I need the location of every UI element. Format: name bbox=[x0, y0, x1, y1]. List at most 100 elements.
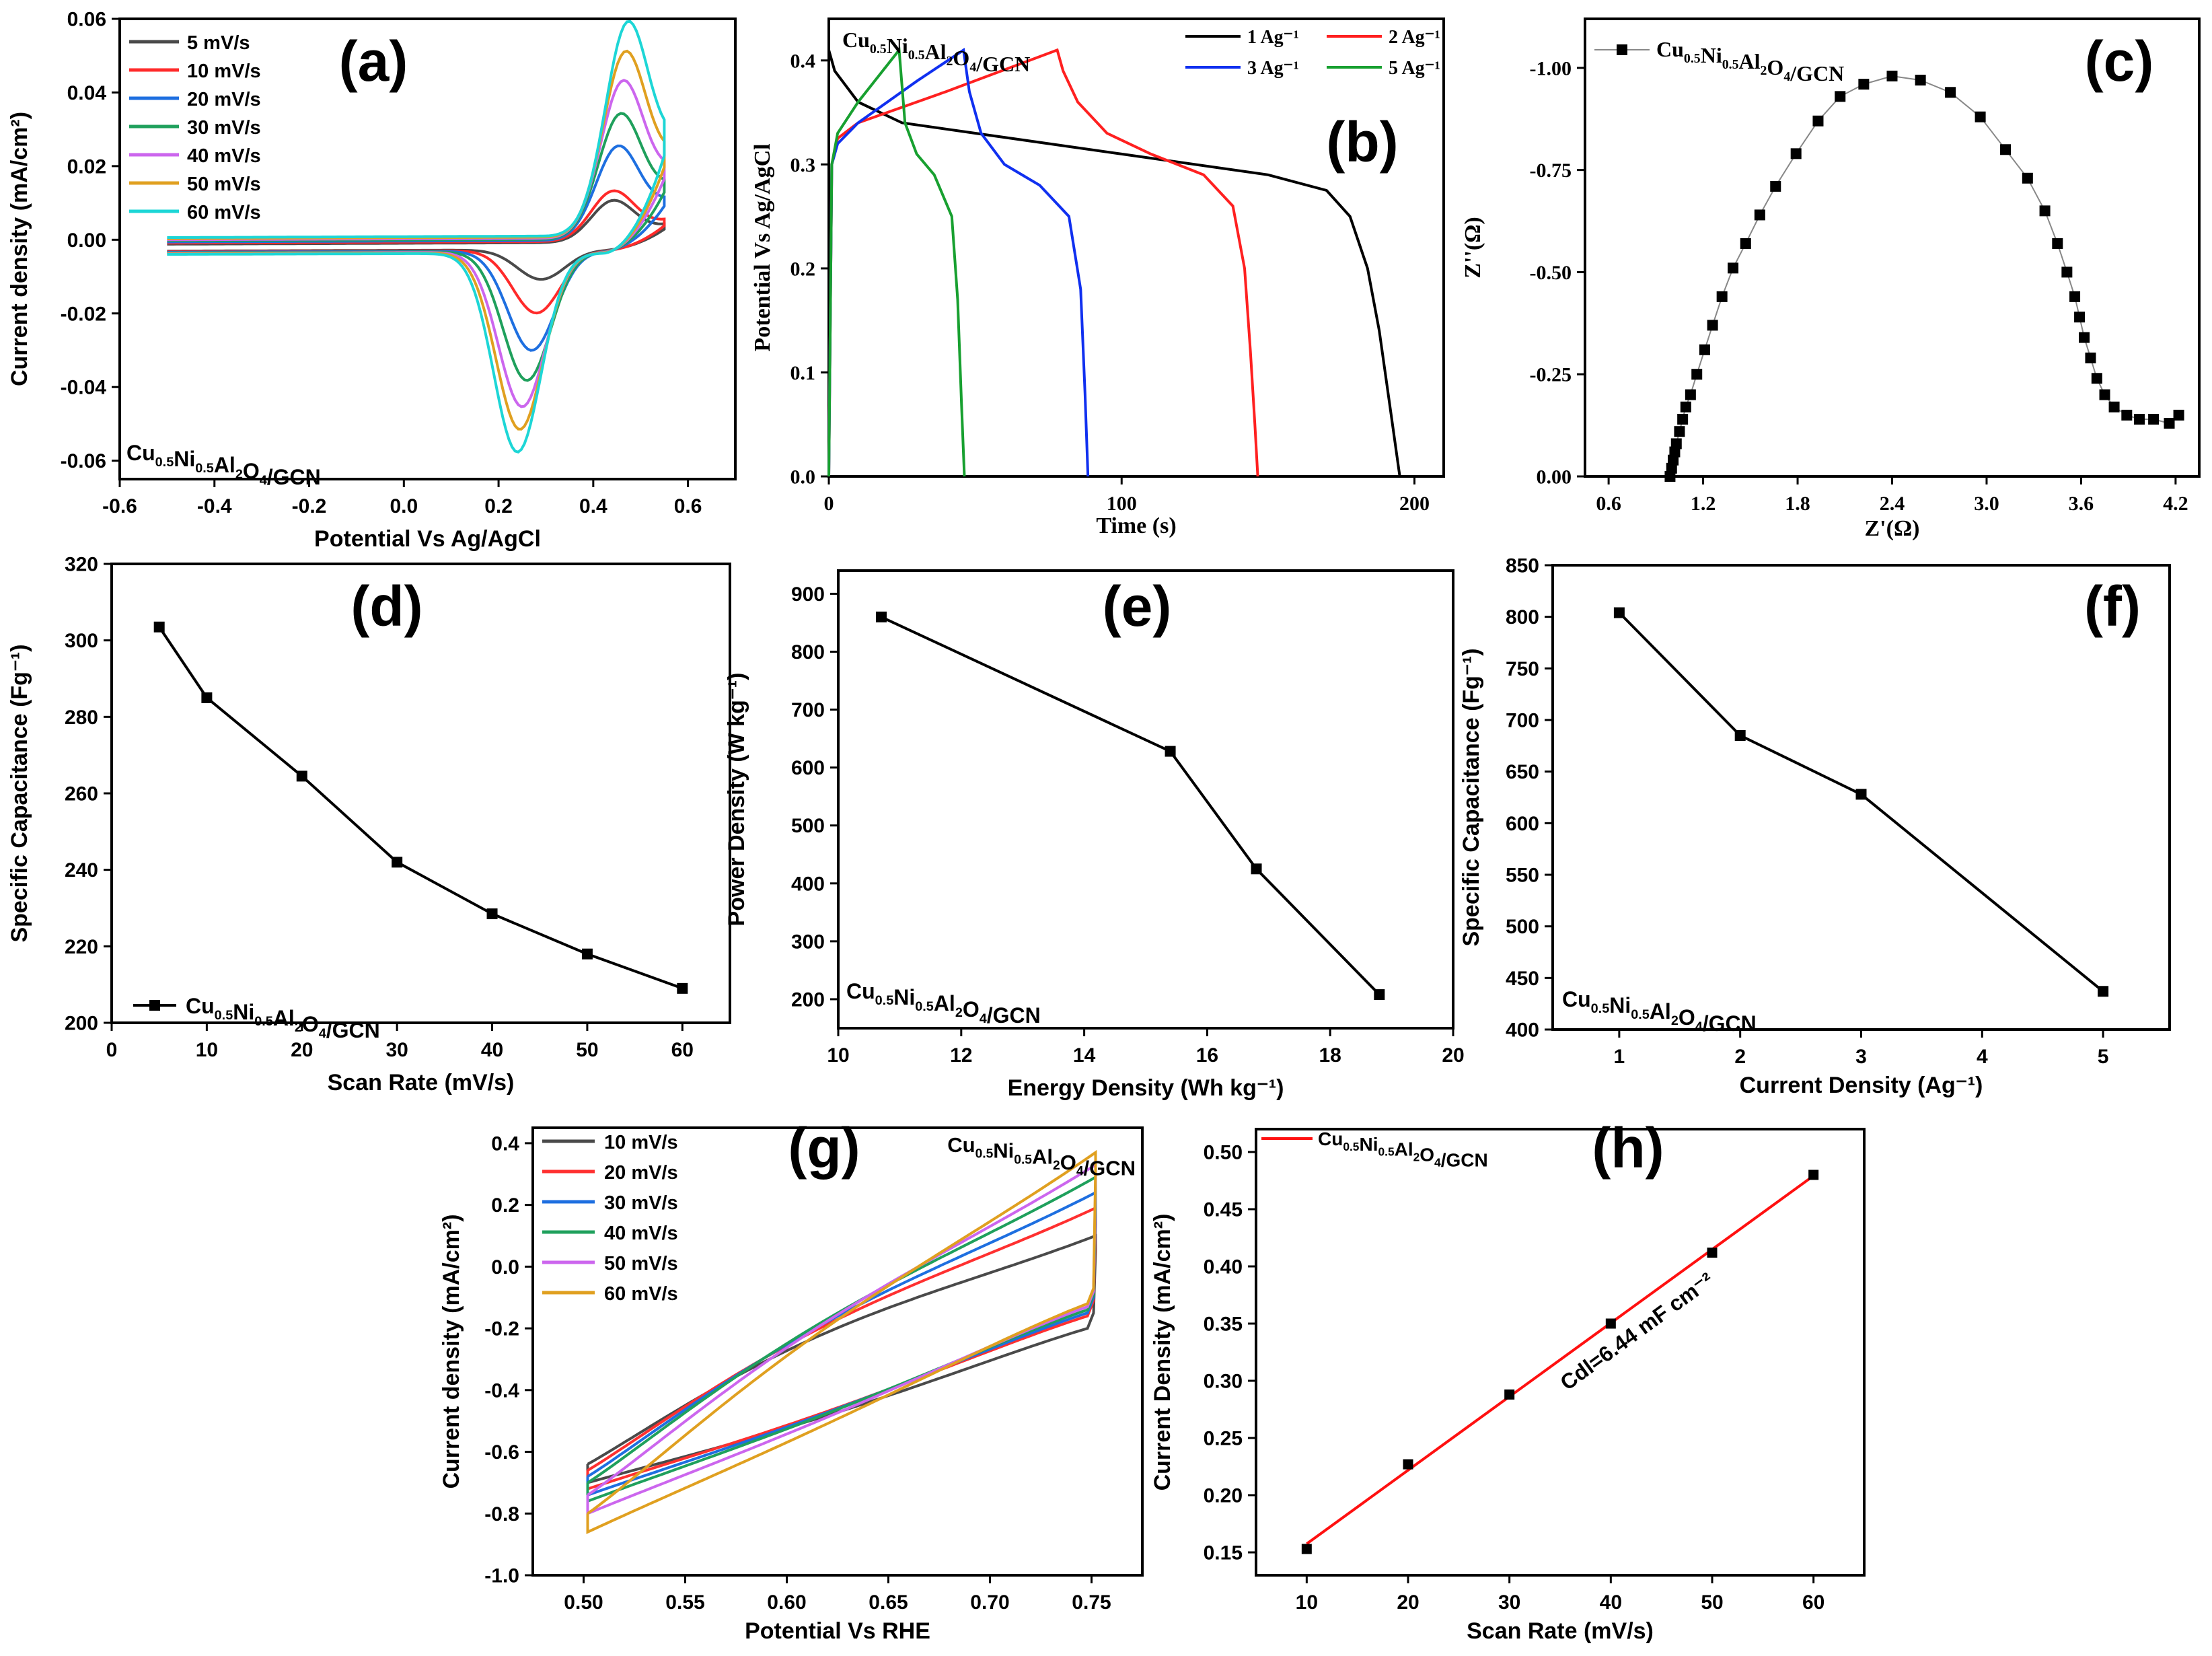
formula-subscript: 4 bbox=[319, 1026, 326, 1041]
sample-annotation: Cu0.5Ni0.5Al2O4/GCN bbox=[1562, 987, 1757, 1036]
data-point bbox=[1165, 746, 1176, 757]
x-tick-label: 0.4 bbox=[579, 495, 607, 517]
legend-label: 5 Ag⁻¹ bbox=[1389, 58, 1440, 79]
y-tick-label: 0.4 bbox=[491, 1132, 519, 1155]
x-axis-label: Scan Rate (mV/s) bbox=[1467, 1618, 1654, 1644]
data-point bbox=[2000, 144, 2012, 155]
x-tick-label: 14 bbox=[1073, 1044, 1096, 1067]
formula-element: Al bbox=[934, 991, 955, 1015]
data-point bbox=[2085, 352, 2096, 363]
y-tick-label: 0.1 bbox=[790, 362, 816, 384]
formula-subscript: 2 bbox=[1671, 1013, 1679, 1028]
formula-subscript: 4 bbox=[1076, 1165, 1084, 1179]
legend-label: 20 mV/s bbox=[604, 1162, 678, 1184]
gcd-curve bbox=[827, 49, 1401, 477]
cv-loop bbox=[586, 1149, 1097, 1534]
x-tick-label: 10 bbox=[1296, 1591, 1318, 1614]
formula-part: /GCN bbox=[987, 1003, 1041, 1028]
formula-subscript: 2 bbox=[295, 1020, 302, 1035]
data-point bbox=[1855, 789, 1867, 800]
y-tick-label: -1.00 bbox=[1530, 57, 1572, 79]
data-point bbox=[1691, 369, 1703, 380]
data-point bbox=[1975, 111, 1986, 122]
data-point bbox=[1613, 607, 1625, 618]
x-tick-label: -0.2 bbox=[292, 495, 327, 517]
formula-subscript: 0.5 bbox=[1631, 1007, 1650, 1022]
y-axis-label: Power Density (W kg⁻¹) bbox=[724, 673, 749, 927]
x-tick-label: 1 bbox=[1614, 1046, 1625, 1068]
y-tick-label: 0.3 bbox=[790, 154, 816, 176]
data-point bbox=[1812, 115, 1824, 127]
formula-element: Ni bbox=[1701, 43, 1722, 67]
x-axis-label: Current Density (Ag⁻¹) bbox=[1740, 1073, 1983, 1098]
panel-label: (b) bbox=[1326, 110, 1398, 174]
data-point bbox=[1685, 389, 1696, 400]
data-point bbox=[1374, 989, 1385, 1001]
formula-subscript: 4 bbox=[1434, 1155, 1441, 1169]
formula-subscript: 0.5 bbox=[195, 461, 214, 476]
formula-element: Al bbox=[1739, 49, 1761, 73]
data-point bbox=[1754, 209, 1765, 221]
formula-element: Ni bbox=[233, 1000, 254, 1024]
formula-subscript: 0.5 bbox=[1343, 1140, 1359, 1153]
plot-frame bbox=[531, 1126, 1144, 1577]
data-point bbox=[486, 908, 498, 920]
x-tick-label: 3.0 bbox=[1974, 493, 1999, 515]
formula-element: O bbox=[963, 997, 980, 1021]
panel-label: (e) bbox=[1103, 575, 1172, 638]
x-tick-label: 30 bbox=[1498, 1591, 1520, 1614]
x-tick-label: 0.70 bbox=[970, 1591, 1009, 1614]
data-point bbox=[1677, 414, 1689, 425]
chart-d: 0 10 20 30 40 50 60 200 220 240 260 280 300 320 Scan R… bbox=[7, 554, 731, 1095]
formula-element: Cu bbox=[126, 441, 155, 465]
formula-subscript: 4 bbox=[260, 473, 267, 488]
x-tick-label: 0.60 bbox=[767, 1591, 806, 1614]
formula-element: O bbox=[1420, 1145, 1434, 1165]
formula-part: /GCN bbox=[1790, 61, 1844, 85]
y-tick-label: 0.40 bbox=[1204, 1256, 1243, 1279]
panel-label: (f) bbox=[2084, 575, 2141, 638]
data-point bbox=[1674, 426, 1685, 437]
y-tick-label: 450 bbox=[1506, 968, 1539, 990]
legend-label: 60 mV/s bbox=[604, 1283, 678, 1305]
panel-label: (c) bbox=[2085, 30, 2154, 93]
formula-subscript: 2 bbox=[947, 54, 953, 69]
y-tick-label: 650 bbox=[1506, 761, 1539, 783]
data-point bbox=[2022, 172, 2033, 184]
y-tick-label: 0.2 bbox=[491, 1194, 519, 1217]
cv-curve-60mVs bbox=[167, 20, 666, 454]
formula-element: Cu bbox=[186, 994, 215, 1018]
data-point bbox=[1740, 238, 1751, 249]
legend-label: 60 mV/s bbox=[187, 202, 261, 223]
x-axis-label: Time (s) bbox=[1096, 513, 1176, 538]
legend-label: 2 Ag⁻¹ bbox=[1389, 27, 1440, 48]
x-tick-label: 50 bbox=[576, 1039, 598, 1061]
formula-subscript: 0.5 bbox=[1684, 51, 1701, 66]
y-tick-label: -0.4 bbox=[484, 1379, 519, 1402]
x-tick-label: 20 bbox=[1442, 1044, 1464, 1067]
data-point bbox=[2098, 986, 2109, 997]
formula-element: Cu bbox=[947, 1133, 975, 1157]
chart-a: -0.6 -0.4 -0.2 0.0 0.2 0.4 0.6 -0.06 -0.04 -0.02 0… bbox=[7, 9, 737, 552]
y-tick-label: 260 bbox=[65, 783, 98, 805]
x-tick-label: 0.2 bbox=[484, 495, 513, 517]
formula-subscript: 2 bbox=[235, 467, 243, 482]
data-point bbox=[1728, 262, 1739, 274]
panel-label: (h) bbox=[1592, 1116, 1664, 1180]
data-point bbox=[1504, 1389, 1515, 1400]
formula-subscript: 0.5 bbox=[975, 1147, 994, 1161]
plot-frame bbox=[1255, 1128, 1866, 1577]
formula-element: O bbox=[953, 46, 969, 70]
data-point bbox=[2173, 409, 2184, 421]
y-tick-label: 0.20 bbox=[1204, 1485, 1243, 1507]
y-tick-label: 220 bbox=[65, 936, 98, 958]
x-axis-label: Potential Vs RHE bbox=[745, 1618, 930, 1644]
legend-label: 40 mV/s bbox=[187, 145, 261, 167]
sample-annotation: Cu0.5Ni0.5Al2O4/GCN bbox=[846, 979, 1041, 1028]
data-point bbox=[392, 857, 403, 868]
y-tick-label: 600 bbox=[791, 757, 825, 779]
fit-line bbox=[1306, 1174, 1814, 1545]
cdl-annotation: Cdl=6.44 mF cm⁻² bbox=[1555, 1268, 1718, 1395]
legend-label: 30 mV/s bbox=[604, 1192, 678, 1214]
